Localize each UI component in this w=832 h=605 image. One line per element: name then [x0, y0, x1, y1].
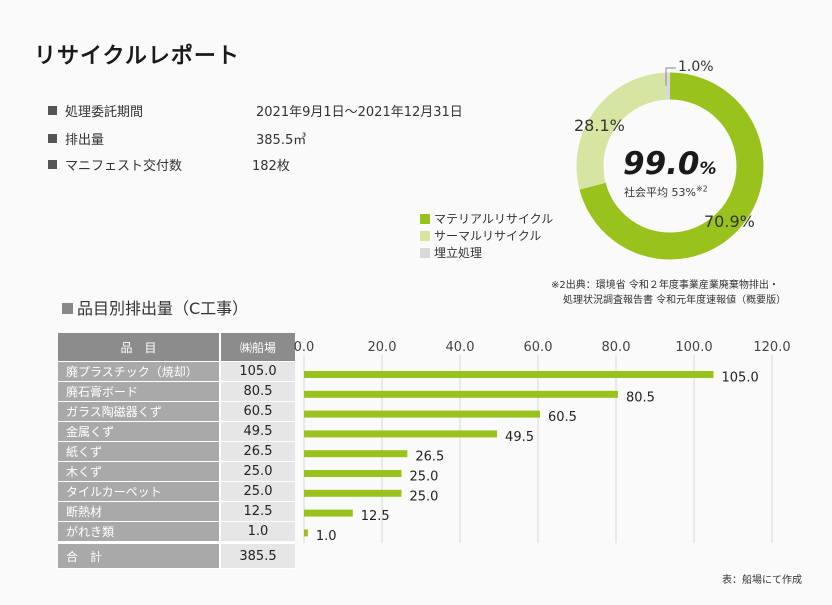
table-cell-item: タイルカーペット	[58, 481, 221, 502]
bar	[304, 529, 308, 537]
bullet-square-icon	[48, 106, 57, 115]
bar	[304, 489, 402, 497]
table-cell-item: ガラス陶磁器くず	[58, 401, 221, 422]
legend-item-material: マテリアルリサイクル	[420, 210, 553, 227]
table-cell-item: 廃石膏ボード	[58, 381, 221, 402]
legend-item-thermal: サーマルリサイクル	[420, 227, 541, 244]
bar-value-label: 105.0	[722, 371, 759, 386]
table-cell-value: 1.0	[220, 521, 295, 543]
x-tick-label: 0.0	[294, 340, 315, 355]
table-row: ガラス陶磁器くず 60.5	[58, 401, 295, 422]
legend-item-landfill: 埋立処理	[420, 244, 482, 261]
bar	[304, 509, 353, 517]
donut-center-sub: 社会平均 53%※2	[624, 184, 708, 199]
table-cell-item: がれき類	[58, 521, 221, 543]
donut-label-thermal: 28.1%	[574, 116, 625, 135]
table-total-value: 385.5	[220, 541, 295, 569]
bar	[304, 371, 714, 378]
table-row: 木くず 25.0	[58, 461, 295, 482]
legend-swatch	[420, 231, 430, 241]
emission-table: 品 目 ㈱船場 廃プラスチック（焼却） 105.0 廃石膏ボード 80.5 ガラス陶磁器…	[58, 333, 295, 569]
table-row: タイルカーペット 25.0	[58, 481, 295, 502]
table-cell-item: 廃プラスチック（焼却）	[58, 361, 221, 382]
donut-slice-landfill	[576, 72, 764, 260]
donut-label-landfill: 1.0%	[678, 59, 714, 75]
info-row-volume: 排出量	[48, 129, 104, 148]
bar-chart: 0.0 20.0 40.0 60.0 80.0 100.0 120.0 105.0 80.5 60…	[294, 340, 791, 544]
x-tick-label: 20.0	[368, 340, 397, 355]
table-row: 断熱材 12.5	[58, 501, 295, 522]
info-value-volume: 385.5㎥	[256, 133, 307, 148]
bar-value-label: 49.5	[505, 430, 534, 445]
table-row: 廃プラスチック（焼却） 105.0	[58, 361, 295, 382]
info-value-period: 2021年9月1日～2021年12月31日	[256, 105, 463, 120]
legend-swatch	[420, 248, 430, 258]
table-row: 金属くず 49.5	[58, 421, 295, 442]
table-row: がれき類 1.0	[58, 521, 295, 543]
bar-value-label: 80.5	[626, 390, 655, 405]
table-cell-value: 60.5	[220, 401, 295, 422]
bar	[304, 450, 408, 458]
legend-swatch	[420, 214, 430, 224]
info-value-manifest: 182枚	[252, 159, 290, 174]
table-cell-item: 金属くず	[58, 421, 221, 442]
bar	[304, 390, 618, 398]
info-label: マニフェスト交付数	[65, 159, 183, 174]
x-tick-label: 120.0	[753, 340, 790, 355]
bar-value-label: 25.0	[410, 489, 439, 504]
page-title: リサイクルレポート	[34, 44, 240, 69]
bar-value-label: 26.5	[415, 450, 444, 465]
info-row-manifest: マニフェスト交付数	[48, 155, 182, 174]
bar	[304, 410, 540, 418]
table-header-value: ㈱船場	[220, 333, 295, 362]
bullet-square-icon	[48, 134, 57, 143]
donut-chart	[576, 67, 764, 260]
bar-value-label: 25.0	[410, 470, 439, 485]
section-title: 品目別排出量（C工事）	[62, 295, 248, 319]
table-header-item: 品 目	[58, 333, 221, 362]
bullet-square-icon	[48, 160, 57, 169]
table-cell-value: 80.5	[220, 381, 295, 402]
table-row: 廃石膏ボード 80.5	[58, 381, 295, 402]
donut-label-material: 70.9%	[704, 212, 755, 231]
table-cell-value: 12.5	[220, 501, 295, 522]
info-row-period: 処理委託期間	[48, 101, 143, 120]
table-cell-item: 紙くず	[58, 441, 221, 462]
x-tick-label: 100.0	[675, 340, 712, 355]
bar-value-label: 60.5	[548, 410, 577, 425]
x-tick-label: 80.0	[602, 340, 631, 355]
bar-value-label: 12.5	[361, 509, 390, 524]
table-cell-value: 26.5	[220, 441, 295, 462]
donut-slice-thermal	[576, 72, 764, 260]
table-cell-value: 105.0	[220, 361, 295, 382]
info-label: 排出量	[65, 133, 105, 148]
bar-value-label: 1.0	[316, 529, 337, 544]
table-cell-value: 25.0	[220, 481, 295, 502]
x-tick-label: 60.0	[524, 340, 553, 355]
info-label: 処理委託期間	[65, 105, 144, 120]
donut-center-value: 99.0%	[623, 146, 717, 182]
bullet-square-icon	[62, 303, 73, 314]
table-total-label: 合 計	[58, 541, 221, 569]
table-total-row: 合 計 385.5	[58, 541, 295, 569]
source-note: 表：船場にて作成	[722, 575, 802, 586]
table-cell-item: 断熱材	[58, 501, 221, 522]
table-cell-value: 25.0	[220, 461, 295, 482]
donut-footnote: ※2出典：環境省 令和２年度事業産業廃棄物排出・ 処理状況調査報告書 令和元年度…	[551, 280, 787, 306]
table-cell-value: 49.5	[220, 421, 295, 442]
donut-leader-line	[665, 67, 676, 86]
table-row: 紙くず 26.5	[58, 441, 295, 462]
bar	[304, 470, 402, 477]
table-cell-item: 木くず	[58, 461, 221, 482]
bar	[304, 430, 498, 438]
x-tick-label: 40.0	[446, 340, 475, 355]
